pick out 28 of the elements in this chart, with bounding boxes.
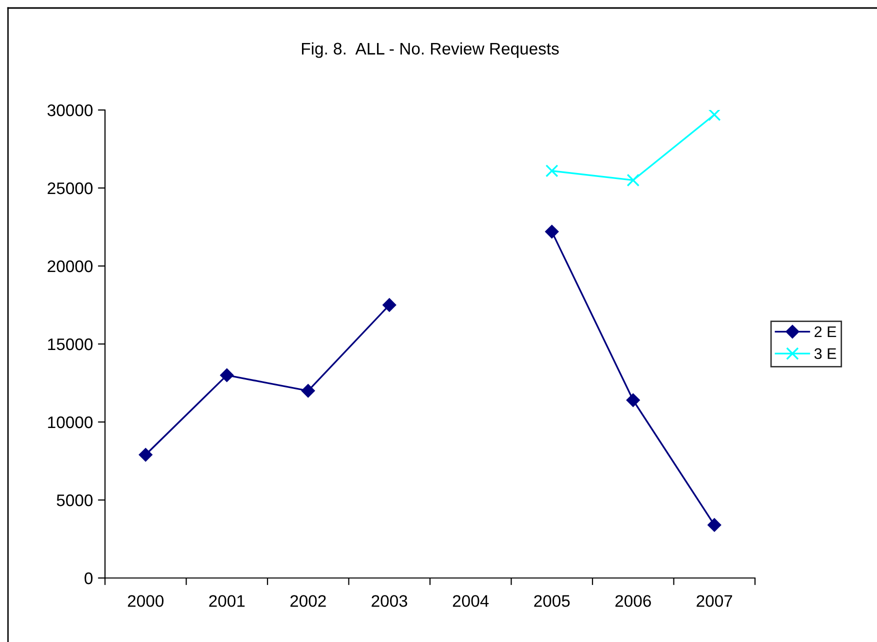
point bbox=[708, 110, 721, 122]
point bbox=[220, 368, 234, 382]
x-tick-label: 2000 bbox=[128, 595, 164, 607]
point bbox=[708, 518, 722, 532]
point bbox=[301, 384, 315, 398]
y-tick-label: 10000 bbox=[48, 416, 93, 428]
point bbox=[382, 298, 396, 312]
y-tick-label: 5000 bbox=[56, 494, 93, 506]
point bbox=[545, 164, 558, 178]
point bbox=[545, 224, 559, 238]
legend-label: 3 E bbox=[814, 348, 836, 360]
point bbox=[626, 174, 640, 187]
y-tick-label: 0 bbox=[84, 572, 93, 584]
point bbox=[138, 448, 152, 462]
x-tick-label: 2002 bbox=[290, 595, 326, 607]
x-tick-label: 2003 bbox=[372, 595, 408, 607]
x-tick-label: 2007 bbox=[696, 595, 732, 607]
y-tick-label: 15000 bbox=[48, 338, 93, 350]
x-tick-label: 2004 bbox=[452, 595, 489, 607]
point bbox=[626, 393, 640, 407]
y-tick-label: 20000 bbox=[48, 260, 93, 272]
y-tick-label: 25000 bbox=[48, 182, 93, 194]
x-tick-label: 2006 bbox=[615, 595, 651, 607]
legend-label: 2 E bbox=[814, 326, 836, 338]
chart-title: Fig. 8. ALL - No. Review Requests bbox=[302, 42, 559, 58]
x-tick-label: 2005 bbox=[534, 595, 570, 607]
y-tick-label: 30000 bbox=[47, 104, 93, 116]
x-tick-label: 2001 bbox=[209, 595, 245, 607]
